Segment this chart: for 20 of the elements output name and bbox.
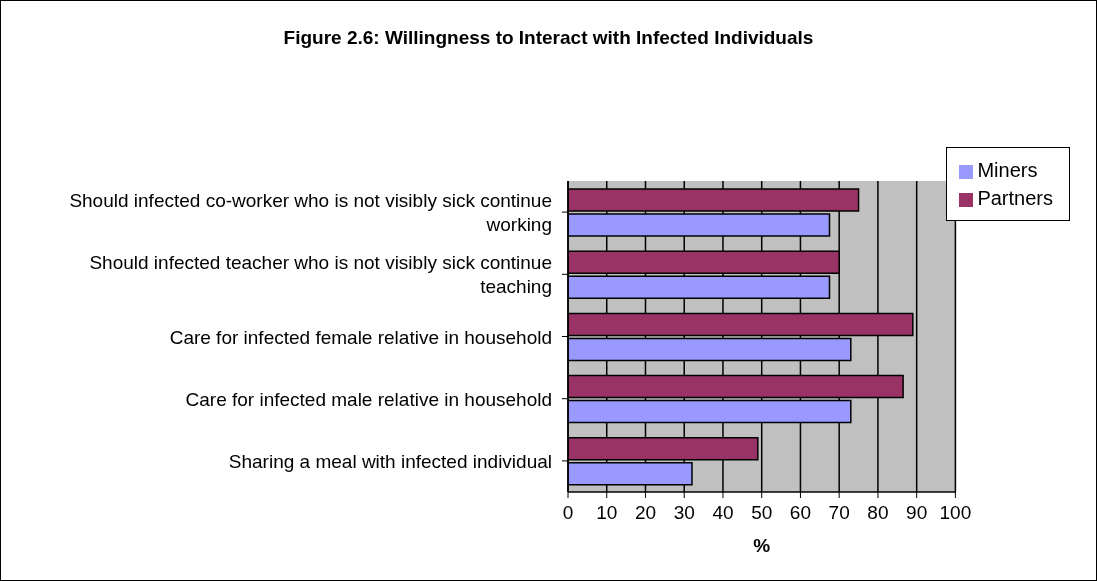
x-tick-label: 40 [712, 502, 734, 524]
y-tick-label: Should infected teacher who is not visibly sick continue teaching [89, 251, 552, 297]
x-tick-label: 60 [789, 502, 812, 524]
x-tick-label: 70 [828, 502, 850, 524]
x-tick-label: 20 [634, 502, 657, 524]
chart-title: Figure 2.6: Willingness to Interact with Infected Individuals [282, 27, 815, 49]
x-tick-label: 80 [867, 502, 889, 524]
legend-label: Miners [977, 159, 1038, 181]
y-tick-label: Care for infected female relative in household [169, 326, 552, 347]
x-tick-label: 50 [751, 502, 773, 524]
x-tick-label: 90 [906, 502, 928, 524]
legend-label: Partners [977, 187, 1053, 209]
x-tick-label: 100 [939, 502, 972, 524]
y-tick-label: Care for infected male relative in household [185, 388, 552, 410]
y-tick-label: Sharing a meal with infected individual [228, 450, 552, 472]
y-tick-label: Should infected co-worker who is not visibly sick continue working [69, 189, 552, 235]
x-axis-title: % [753, 535, 771, 556]
x-tick-label: 10 [596, 502, 618, 524]
x-tick-label: 0 [562, 502, 574, 524]
x-tick-label: 30 [673, 502, 695, 524]
